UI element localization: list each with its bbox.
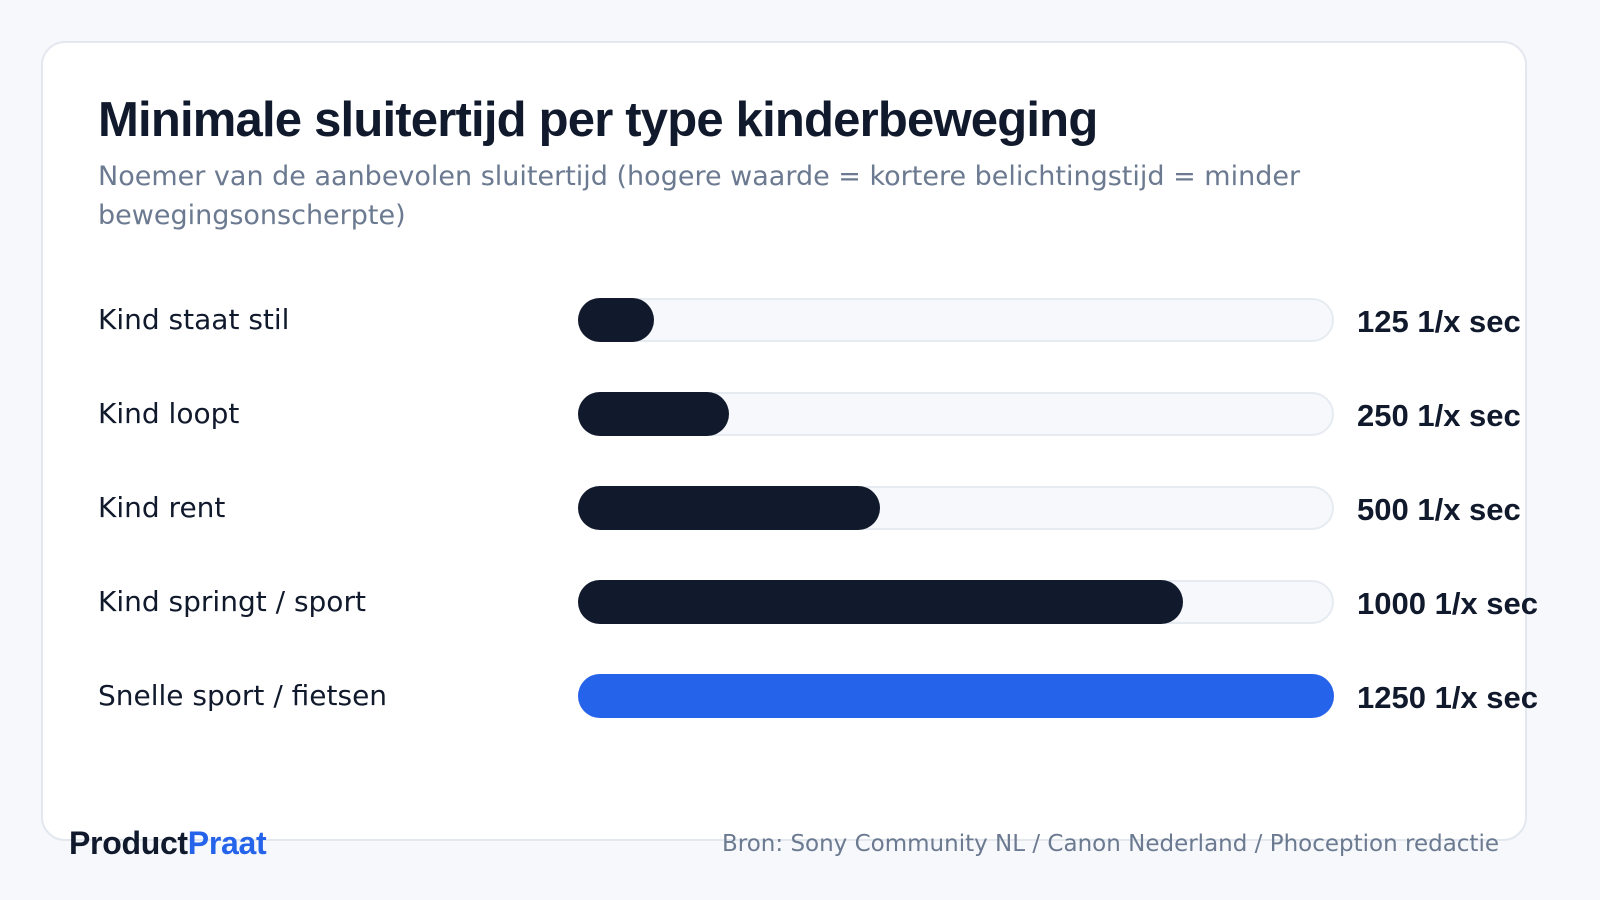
category-label: Kind staat stil <box>98 303 290 336</box>
bar <box>578 486 880 530</box>
bar <box>578 674 1334 718</box>
category-label: Snelle sport / fietsen <box>98 679 388 712</box>
source-note: Bron: Sony Community NL / Canon Nederlan… <box>722 831 1499 857</box>
bar-track <box>578 298 1334 342</box>
bar <box>578 298 654 342</box>
value-label: 500 1/x sec <box>1357 492 1521 527</box>
brand-logo-part1: Product <box>69 825 188 861</box>
value-label: 1250 1/x sec <box>1357 680 1539 715</box>
value-label: 125 1/x sec <box>1357 304 1521 339</box>
bar <box>578 580 1183 624</box>
chart-subtitle: Noemer van de aanbevolen sluitertijd (ho… <box>98 161 1301 231</box>
bar <box>578 392 729 436</box>
category-label: Kind rent <box>98 491 226 524</box>
chart-title: Minimale sluitertijd per type kinderbewe… <box>98 93 1098 147</box>
category-label: Kind loopt <box>98 397 240 430</box>
value-label: 250 1/x sec <box>1357 398 1521 433</box>
category-label: Kind springt / sport <box>98 585 366 618</box>
brand-logo: ProductPraat <box>69 823 267 863</box>
brand-logo-part2: Praat <box>187 825 267 861</box>
value-label: 1000 1/x sec <box>1357 586 1539 621</box>
